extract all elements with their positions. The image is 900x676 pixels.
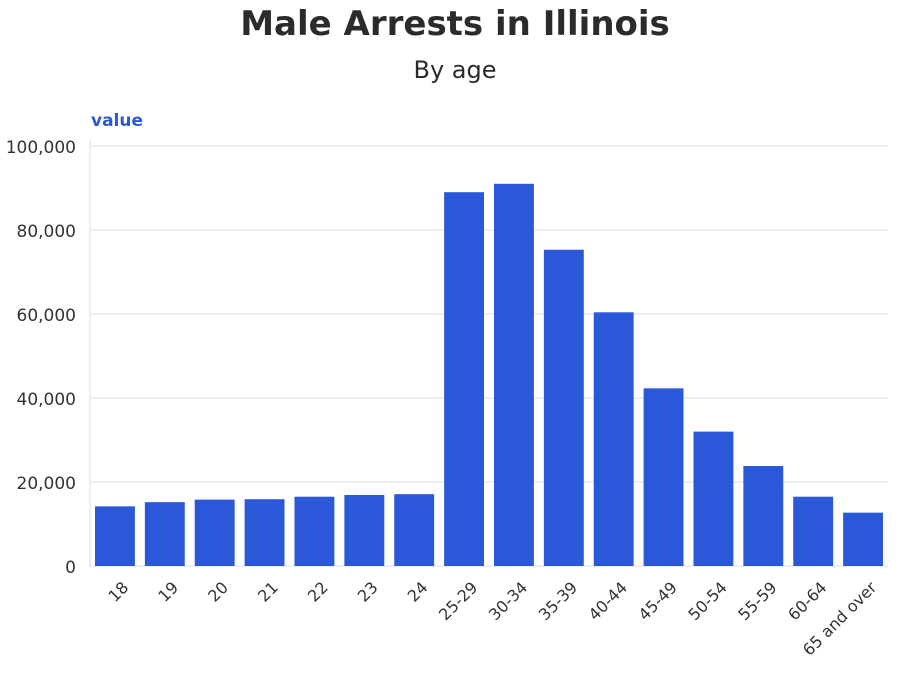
bar [194,499,235,566]
y-tick-label: 80,000 [17,222,76,242]
x-tick-label: 23 [354,578,382,606]
bar [743,466,784,566]
y-tick-label: 100,000 [6,138,76,158]
bar [94,506,135,566]
y-axis-label: value [91,111,143,131]
x-tick-label: 20 [204,578,232,606]
x-tick-label: 24 [404,578,432,606]
x-tick-label: 18 [104,578,132,606]
bar [793,496,834,566]
x-tick-label: 45-49 [635,578,681,624]
x-tick-label: 22 [304,578,332,606]
bar [843,512,884,566]
x-tick-label: 25-29 [435,578,481,624]
x-tick-label: 50-54 [684,578,730,624]
x-tick-label: 60-64 [784,578,830,624]
x-tick-label: 40-44 [585,578,631,624]
bar [643,388,684,566]
bar [493,183,534,567]
x-tick-label: 30-34 [485,578,531,624]
y-tick-label: 0 [65,558,76,578]
bar [543,249,584,567]
chart-subtitle: By age [413,56,497,84]
bar [394,494,435,566]
bar [294,496,335,566]
chart-title: Male Arrests in Illinois [240,4,670,44]
x-tick-label: 21 [254,578,282,606]
bar [693,431,734,566]
bar [444,192,485,566]
x-tick-label: 35-39 [535,578,581,624]
x-tick-label: 19 [154,578,182,606]
bar [344,495,385,566]
bar [144,502,185,566]
y-tick-label: 20,000 [17,474,76,494]
x-tick-label: 55-59 [734,578,780,624]
y-tick-label: 60,000 [17,306,76,326]
bar [593,312,634,566]
bar [244,499,285,566]
y-tick-label: 40,000 [17,390,76,410]
